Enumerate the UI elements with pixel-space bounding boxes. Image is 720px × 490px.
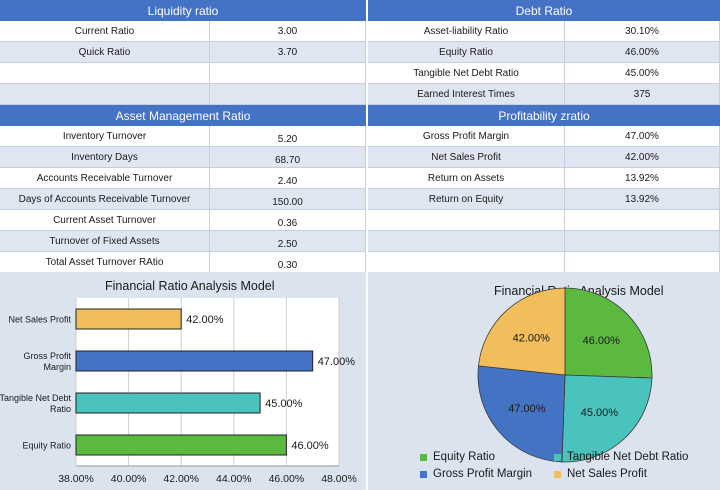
cell-value[interactable]: 42.00%: [565, 147, 720, 168]
cell-value[interactable]: 5.20: [210, 126, 366, 147]
cell-value[interactable]: 13.92%: [565, 189, 720, 210]
cell-value[interactable]: 0.30: [210, 252, 366, 273]
bar-chart: 38.00% 40.00% 42.00% 44.00% 46.00% 48.00% 42.0…: [0, 298, 357, 485]
pie-slice-label: 47.00%: [508, 403, 546, 415]
pie-slice: [564, 287, 653, 379]
cell-value[interactable]: [565, 252, 720, 273]
bar-value-label: 46.00%: [291, 440, 329, 452]
cell-value[interactable]: [565, 231, 720, 252]
pie-slice-label: 46.00%: [583, 335, 621, 347]
pie-slice-label: 42.00%: [513, 333, 551, 345]
pie-chart-panel[interactable]: Financial Ratio Analysis Model 46.00%45.…: [368, 272, 720, 490]
cell-label[interactable]: Turnover of Fixed Assets: [0, 231, 210, 252]
debt-header[interactable]: Debt Ratio: [368, 0, 720, 21]
cell-value[interactable]: 2.50: [210, 231, 366, 252]
pie-chart: 46.00% 45.00% 47.00% 42.00%: [477, 287, 653, 463]
cell-value[interactable]: 375: [565, 84, 720, 105]
cell-label[interactable]: Return on Equity: [368, 189, 565, 210]
bar-value-label: 45.00%: [265, 398, 303, 410]
x-tick-label: 38.00%: [58, 473, 94, 485]
legend-label: Tangible Net Debt Ratio: [567, 451, 689, 463]
legend-swatch: [554, 453, 561, 461]
cell-label[interactable]: Current Asset Turnover: [0, 210, 210, 231]
pie-slice: [561, 374, 653, 463]
legend-swatch: [554, 470, 561, 478]
cell-label[interactable]: Days of Accounts Receivable Turnover: [0, 189, 210, 210]
cell-value[interactable]: 68.70: [210, 147, 366, 168]
x-tick-label: 42.00%: [163, 473, 199, 485]
liquidity-header[interactable]: Liquidity ratio: [0, 0, 366, 21]
bar: [75, 392, 261, 414]
cell-label[interactable]: Inventory Turnover: [0, 126, 210, 147]
asset-management-header[interactable]: Asset Management Ratio: [0, 105, 366, 126]
legend-label: Net Sales Profit: [567, 468, 647, 480]
category-label: Equity Ratio: [22, 441, 71, 451]
x-tick-label: 40.00%: [111, 473, 147, 485]
profitability-header[interactable]: Profitability zratio: [368, 105, 720, 126]
cell-label[interactable]: [0, 63, 210, 84]
bar-value-label: 47.00%: [318, 356, 356, 368]
pie-slice: [477, 365, 566, 463]
pie-slice: [478, 287, 566, 376]
cell-label[interactable]: Return on Assets: [368, 168, 565, 189]
cell-value[interactable]: [210, 84, 366, 105]
category-label: Margin: [43, 362, 71, 372]
category-label: Ratio: [50, 404, 71, 414]
cell-label[interactable]: [368, 252, 565, 273]
cell-value[interactable]: 45.00%: [565, 63, 720, 84]
bar: [75, 350, 314, 372]
cell-label[interactable]: Quick Ratio: [0, 42, 210, 63]
category-label: Tangible Net Debt: [0, 393, 71, 403]
cell-value[interactable]: 2.40: [210, 168, 366, 189]
cell-label[interactable]: [0, 84, 210, 105]
cell-label[interactable]: Asset-liability Ratio: [368, 21, 565, 42]
legend-tangible-net-debt-ratio[interactable]: Tangible Net Debt Ratio: [554, 451, 688, 463]
legend-swatch: [420, 470, 427, 478]
x-tick-label: 46.00%: [269, 473, 305, 485]
legend-label: Gross Profit Margin: [433, 468, 533, 480]
cell-label[interactable]: Net Sales Profit: [368, 147, 565, 168]
cell-label[interactable]: [368, 231, 565, 252]
legend-swatch: [420, 453, 427, 461]
legend-equity-ratio[interactable]: Equity Ratio: [420, 451, 495, 463]
x-tick-label: 44.00%: [216, 473, 252, 485]
bar: [75, 434, 287, 456]
cell-label[interactable]: Tangible Net Debt Ratio: [368, 63, 565, 84]
cell-value[interactable]: 47.00%: [565, 126, 720, 147]
cell-value[interactable]: 0.36: [210, 210, 366, 231]
category-label: Gross Profit: [23, 351, 71, 361]
cell-value[interactable]: 30.10%: [565, 21, 720, 42]
cell-value[interactable]: [565, 210, 720, 231]
cell-label[interactable]: Current Ratio: [0, 21, 210, 42]
category-label: Net Sales Profit: [8, 315, 71, 325]
cell-label[interactable]: Accounts Receivable Turnover: [0, 168, 210, 189]
cell-value[interactable]: 3.00: [210, 21, 366, 42]
cell-label[interactable]: Total Asset Turnover RAtio: [0, 252, 210, 273]
cell-value[interactable]: 150.00: [210, 189, 366, 210]
ratio-sheet: Liquidity ratio Debt Ratio Asset Managem…: [0, 0, 720, 273]
bar: [75, 308, 182, 330]
cell-value[interactable]: 3.70: [210, 42, 366, 63]
bar-chart-panel[interactable]: Financial Ratio Analysis Model 38.00% 40.…: [0, 272, 366, 490]
cell-label[interactable]: Inventory Days: [0, 147, 210, 168]
legend-gross-profit-margin[interactable]: Gross Profit Margin: [420, 468, 532, 480]
cell-label[interactable]: Earned Interest Times: [368, 84, 565, 105]
bar-value-label: 42.00%: [186, 314, 224, 326]
bar-chart-title: Financial Ratio Analysis Model: [105, 279, 275, 293]
cell-label[interactable]: [368, 210, 565, 231]
legend-label: Equity Ratio: [433, 451, 496, 463]
cell-label[interactable]: Gross Profit Margin: [368, 126, 565, 147]
cell-value[interactable]: 13.92%: [565, 168, 720, 189]
cell-value[interactable]: 46.00%: [565, 42, 720, 63]
cell-label[interactable]: Equity Ratio: [368, 42, 565, 63]
legend-net-sales-profit[interactable]: Net Sales Profit: [554, 468, 647, 480]
cell-value[interactable]: [210, 63, 366, 84]
x-tick-label: 48.00%: [321, 473, 357, 485]
pie-slice-label: 45.00%: [581, 407, 619, 419]
